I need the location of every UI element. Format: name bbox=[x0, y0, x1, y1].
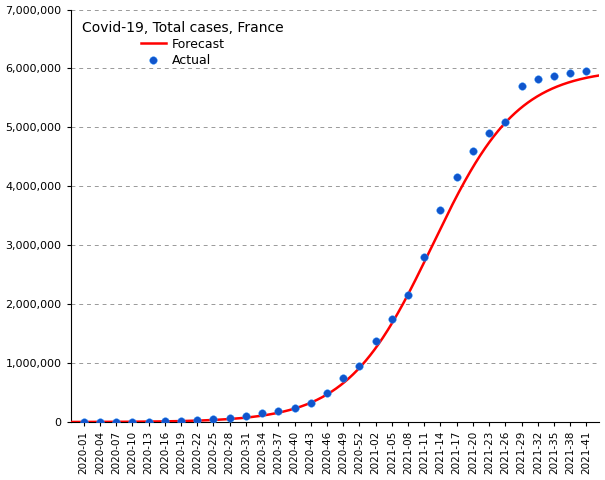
Actual bbox=[160, 418, 169, 425]
Actual bbox=[338, 374, 348, 382]
Actual bbox=[306, 399, 316, 407]
Forecast bbox=[393, 312, 401, 317]
Actual bbox=[257, 409, 267, 417]
Actual bbox=[79, 418, 88, 426]
Actual bbox=[566, 69, 575, 77]
Actual bbox=[500, 118, 510, 125]
Forecast bbox=[552, 84, 560, 90]
Actual bbox=[192, 417, 202, 424]
Actual bbox=[436, 206, 445, 214]
Actual bbox=[403, 291, 413, 299]
Actual bbox=[581, 68, 591, 75]
Forecast bbox=[425, 249, 433, 255]
Forecast bbox=[99, 419, 106, 425]
Actual bbox=[419, 253, 429, 261]
Actual bbox=[209, 416, 218, 423]
Actual bbox=[387, 315, 397, 323]
Actual bbox=[371, 337, 381, 345]
Forecast bbox=[494, 128, 502, 134]
Actual bbox=[176, 417, 186, 425]
Actual bbox=[241, 412, 250, 420]
Actual bbox=[95, 418, 105, 426]
Forecast bbox=[64, 419, 71, 425]
Actual bbox=[355, 362, 364, 370]
Actual bbox=[517, 83, 526, 90]
Actual bbox=[322, 389, 332, 396]
Actual bbox=[485, 130, 494, 137]
Actual bbox=[452, 174, 462, 181]
Legend: Forecast, Actual: Forecast, Actual bbox=[77, 16, 289, 72]
Actual bbox=[225, 414, 235, 422]
Line: Forecast: Forecast bbox=[68, 72, 605, 422]
Actual bbox=[273, 408, 283, 415]
Actual bbox=[111, 418, 121, 426]
Actual bbox=[468, 147, 478, 155]
Actual bbox=[128, 418, 137, 426]
Actual bbox=[144, 418, 154, 425]
Forecast bbox=[408, 284, 416, 289]
Actual bbox=[549, 72, 559, 80]
Actual bbox=[290, 405, 299, 412]
Actual bbox=[533, 75, 543, 83]
